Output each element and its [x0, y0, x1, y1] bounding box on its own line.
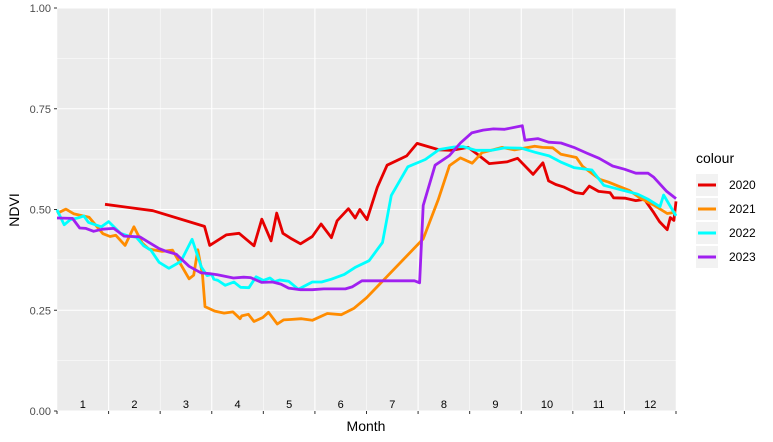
series-line-2023 [56, 124, 677, 292]
x-axis [56, 411, 677, 414]
y-tick-label: 0.75 [30, 104, 51, 116]
legend-label-2022: 2022 [729, 226, 756, 240]
y-axis: 0.00 0.25 0.50 0.75 1.00 [30, 3, 57, 418]
month-label: 11 [593, 399, 604, 411]
month-label: 5 [286, 399, 292, 411]
month-label: 2 [131, 399, 137, 411]
month-label: 7 [389, 399, 395, 411]
y-tick-label: 1.00 [30, 3, 51, 15]
month-label: 8 [441, 399, 447, 411]
y-tick-label: 0.25 [30, 305, 51, 317]
month-label: 12 [644, 399, 656, 411]
legend-title: colour [696, 150, 734, 166]
series-line-2020 [104, 141, 678, 248]
legend-label-2023: 2023 [729, 250, 756, 264]
month-label: 3 [183, 399, 189, 411]
y-tick-label: 0.00 [30, 406, 51, 418]
month-labels: 1 2 3 4 5 6 7 8 9 10 11 12 [80, 399, 657, 411]
series-lines [55, 124, 678, 326]
legend-label-2021: 2021 [729, 202, 756, 216]
x-axis-title: Month [347, 418, 386, 434]
month-label: 1 [80, 399, 86, 411]
month-label: 9 [492, 399, 498, 411]
legend: colour 2020 2021 2022 2023 [696, 150, 756, 268]
y-axis-title: NDVI [6, 193, 22, 226]
month-label: 10 [541, 399, 553, 411]
month-label: 4 [234, 399, 240, 411]
legend-label-2020: 2020 [729, 178, 756, 192]
month-label: 6 [338, 399, 344, 411]
y-tick-label: 0.50 [30, 205, 51, 217]
series-line-2022 [55, 145, 678, 291]
